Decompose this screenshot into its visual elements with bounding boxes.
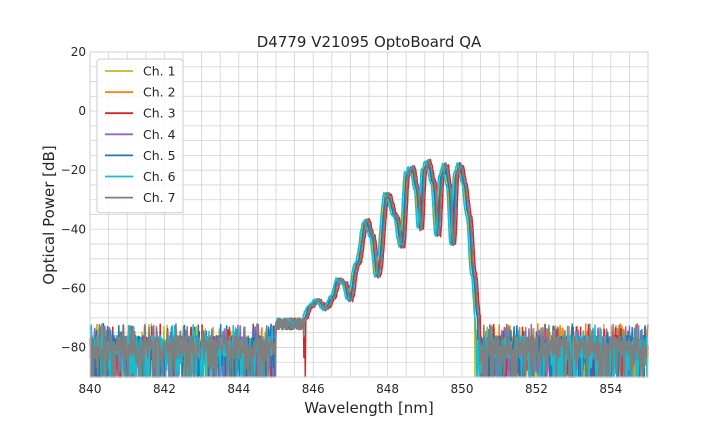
tick-labels: 840 842 844 846 848 850 852 854 20 0 −20 −40 −60 −80 (61, 45, 623, 396)
y-tick-label: 20 (71, 45, 86, 59)
x-tick-label: 848 (376, 382, 399, 396)
series-line-ch-7 (89, 158, 649, 378)
y-tick-label: −20 (61, 163, 86, 177)
y-tick-label: 0 (78, 104, 86, 118)
legend-label: Ch. 1 (143, 64, 176, 79)
x-tick-label: 852 (525, 382, 548, 396)
legend-label: Ch. 7 (143, 190, 176, 205)
y-axis-label: Optical Power [dB] (40, 145, 58, 284)
chart-title: D4779 V21095 OptoBoard QA (257, 33, 482, 51)
legend-label: Ch. 3 (143, 106, 176, 121)
legend-label: Ch. 2 (143, 85, 176, 100)
plot-frame (89, 51, 649, 378)
legend-label: Ch. 4 (143, 127, 176, 142)
x-tick-label: 850 (451, 382, 474, 396)
x-axis-label: Wavelength [nm] (304, 399, 434, 417)
x-tick-label: 854 (599, 382, 622, 396)
x-tick-label: 844 (227, 382, 250, 396)
x-tick-label: 840 (79, 382, 102, 396)
y-tick-label: −60 (61, 281, 86, 295)
y-tick-label: −80 (61, 340, 86, 354)
legend-box (96, 58, 184, 214)
legend-label: Ch. 6 (143, 169, 176, 184)
y-tick-label: −40 (61, 222, 86, 236)
legend: Ch. 1 Ch. 2 Ch. 3 Ch. 4 Ch. 5 Ch. 6 Ch. 7 (96, 58, 184, 214)
legend-label: Ch. 5 (143, 148, 176, 163)
x-tick-label: 846 (302, 382, 325, 396)
x-tick-label: 842 (153, 382, 176, 396)
